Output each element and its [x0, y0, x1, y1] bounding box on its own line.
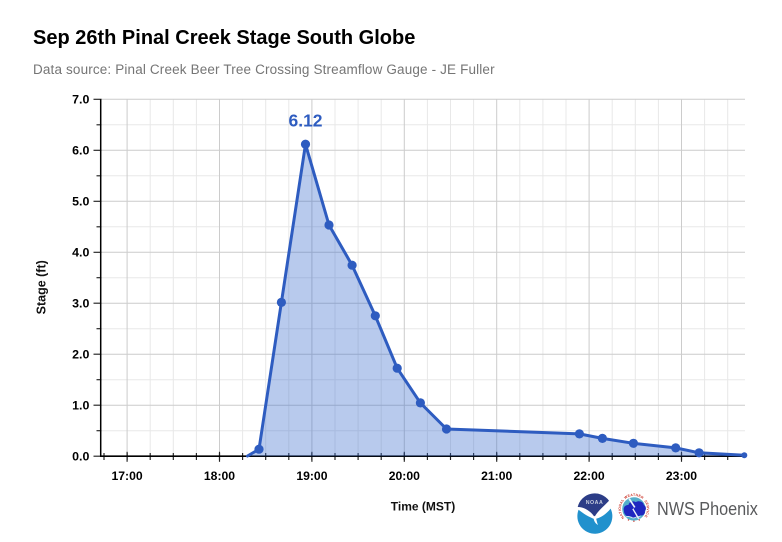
svg-text:NATIONAL: NATIONAL: [618, 498, 626, 520]
svg-text:23:00: 23:00: [666, 469, 697, 483]
svg-text:21:00: 21:00: [481, 469, 512, 483]
svg-text:2.0: 2.0: [72, 348, 89, 362]
svg-text:19:00: 19:00: [296, 469, 327, 483]
svg-text:18:00: 18:00: [204, 469, 235, 483]
svg-text:5.0: 5.0: [72, 195, 89, 209]
svg-text:22:00: 22:00: [574, 469, 605, 483]
svg-text:4.0: 4.0: [72, 246, 89, 260]
svg-text:6.12: 6.12: [288, 111, 322, 131]
svg-text:Stage (ft): Stage (ft): [35, 260, 49, 314]
svg-text:20:00: 20:00: [389, 469, 420, 483]
svg-text:3.0: 3.0: [72, 297, 89, 311]
svg-text:17:00: 17:00: [112, 469, 143, 483]
svg-text:WEATHER: WEATHER: [623, 493, 644, 500]
svg-text:6.0: 6.0: [72, 144, 89, 158]
svg-text:0.0: 0.0: [72, 450, 89, 464]
svg-text:1.0: 1.0: [72, 399, 89, 413]
svg-text:SERVICE: SERVICE: [643, 499, 650, 518]
svg-text:7.0: 7.0: [72, 93, 89, 107]
svg-text:NOAA: NOAA: [586, 500, 604, 506]
svg-text:Time (MST): Time (MST): [391, 499, 455, 513]
